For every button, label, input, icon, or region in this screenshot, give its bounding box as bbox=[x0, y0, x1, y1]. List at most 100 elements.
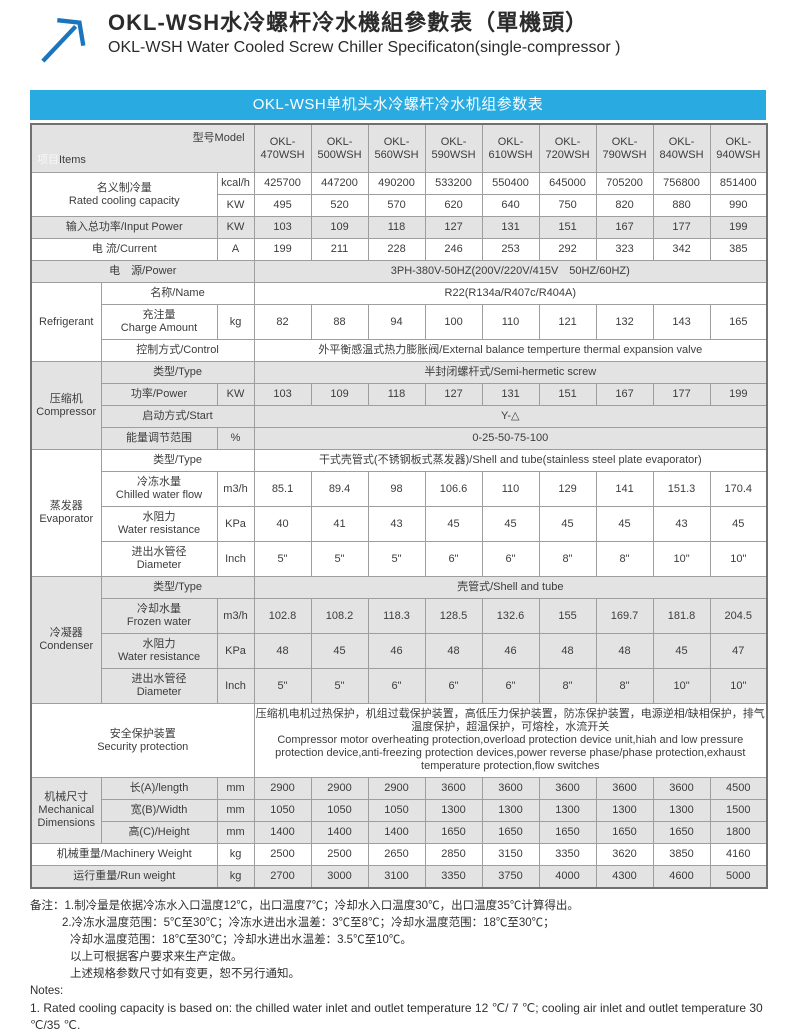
unit-cell: mm bbox=[216, 777, 255, 800]
table-row: 电 源/Power 3PH-380V-50HZ(200V/220V/415V 50… bbox=[30, 260, 768, 283]
page-title: OKL-WSH水冷螺杆冷水機組參數表（單機頭） bbox=[108, 10, 589, 35]
document-header: OKL-WSH水冷螺杆冷水機組參數表（單機頭） OKL-WSH Water Co… bbox=[36, 10, 766, 64]
value-cell: 143 bbox=[652, 304, 711, 340]
table-row: 冷凝器 Condenser 类型/Type 壳管式/Shell and tube bbox=[30, 576, 768, 704]
value-cell: 10" bbox=[652, 541, 711, 577]
span-cell: R22(R134a/R407c/R404A) bbox=[253, 282, 768, 305]
value-cell: 151 bbox=[538, 383, 597, 406]
value-cell: 204.5 bbox=[709, 598, 768, 634]
unit-cell: m3/h bbox=[216, 471, 255, 507]
table-row: 机械尺寸 Mechanical Dimensions 长(A)/length mm 2… bbox=[30, 777, 768, 844]
unit-cell: KW bbox=[216, 216, 255, 239]
span-cell: 外平衡感温式热力膨胀阀/External balance temperture … bbox=[253, 339, 768, 362]
group-label-refrigerant: Refrigerant bbox=[30, 282, 102, 362]
value-cell: 520 bbox=[310, 194, 369, 217]
label-cell: 高(C)/Height bbox=[100, 821, 218, 844]
value-cell: 132 bbox=[595, 304, 654, 340]
value-cell: 2700 bbox=[253, 865, 312, 889]
value-cell: 8" bbox=[538, 668, 597, 704]
value-cell: 151.3 bbox=[652, 471, 711, 507]
span-cell: 干式壳管式(不锈钢板式蒸发器)/Shell and tube(stainless… bbox=[253, 449, 768, 472]
value-cell: 4500 bbox=[709, 777, 768, 800]
value-cell: 199 bbox=[253, 238, 312, 261]
value-cell: 45 bbox=[595, 506, 654, 542]
table-row: 进出水管径 Diameter Inch 5" 5" 6" 6" 6" 8" 8" 10" 10" bbox=[31, 668, 768, 704]
table-row: 水阻力 Water resistance KPa 48 45 46 48 46 48 48 45 4… bbox=[31, 633, 768, 669]
value-cell: 246 bbox=[424, 238, 483, 261]
value-cell: 48 bbox=[424, 633, 483, 669]
value-cell: 165 bbox=[709, 304, 768, 340]
value-cell: 4300 bbox=[595, 865, 654, 889]
value-cell: 2900 bbox=[253, 777, 312, 800]
value-cell: 2900 bbox=[310, 777, 369, 800]
value-cell: 5" bbox=[310, 668, 369, 704]
note-line: 2.冷冻水温度范围：5℃至30℃；冷冻水进出水温差：3℃至8℃；冷却水温度范围：… bbox=[62, 917, 555, 929]
group-label-evaporator: 蒸发器 Evaporator bbox=[30, 449, 102, 577]
value-cell: 103 bbox=[253, 383, 312, 406]
value-cell: 490200 bbox=[367, 172, 426, 195]
table-row: 蒸发器 Evaporator 类型/Type 干式壳管式(不锈钢板式蒸发器)/She… bbox=[30, 449, 768, 577]
value-cell: 6" bbox=[481, 668, 540, 704]
value-cell: 6" bbox=[481, 541, 540, 577]
value-cell: 3600 bbox=[595, 777, 654, 800]
table-row: 运行重量/Run weight kg 2700 3000 3100 3350 3750 400… bbox=[30, 865, 768, 889]
table-row: 充注量 Charge Amount kg 82 88 94 100 110 121 132 143… bbox=[31, 304, 768, 340]
row-label-evap-water-resistance: 水阻力 Water resistance bbox=[100, 506, 218, 542]
value-cell: 45 bbox=[481, 506, 540, 542]
value-cell: 181.8 bbox=[652, 598, 711, 634]
model-label: 型号Model bbox=[192, 132, 245, 144]
unit-cell: kg bbox=[216, 843, 255, 866]
value-cell: 118.3 bbox=[367, 598, 426, 634]
table-row: 冷却水量 Frozen water m3/h 102.8 108.2 118.3 128.… bbox=[31, 598, 768, 634]
row-label-input-power: 输入总功率/Input Power bbox=[30, 216, 218, 239]
value-cell: 131 bbox=[481, 383, 540, 406]
value-cell: 129 bbox=[538, 471, 597, 507]
value-cell: 750 bbox=[538, 194, 597, 217]
value-cell: 3600 bbox=[481, 777, 540, 800]
unit-cell: mm bbox=[216, 799, 255, 822]
value-cell: 640 bbox=[481, 194, 540, 217]
value-cell: 550400 bbox=[481, 172, 540, 195]
label-cell: 类型/Type bbox=[100, 576, 255, 599]
unit-cell: KW bbox=[216, 194, 255, 217]
value-cell: 10" bbox=[652, 668, 711, 704]
value-cell: 5" bbox=[253, 668, 312, 704]
value-cell: 620 bbox=[424, 194, 483, 217]
value-cell: 1400 bbox=[367, 821, 426, 844]
row-label-cond-diameter: 进出水管径 Diameter bbox=[100, 668, 218, 704]
value-cell: 131 bbox=[481, 216, 540, 239]
value-cell: 6" bbox=[367, 668, 426, 704]
value-cell: 127 bbox=[424, 383, 483, 406]
value-cell: 495 bbox=[253, 194, 312, 217]
value-cell: 141 bbox=[595, 471, 654, 507]
value-cell: 6" bbox=[424, 668, 483, 704]
row-label-evap-diameter: 进出水管径 Diameter bbox=[100, 541, 218, 577]
value-cell: 1300 bbox=[481, 799, 540, 822]
value-cell: 89.4 bbox=[310, 471, 369, 507]
label-cell: 类型/Type bbox=[100, 449, 255, 472]
value-cell: 45 bbox=[538, 506, 597, 542]
value-cell: 45 bbox=[424, 506, 483, 542]
value-cell: 46 bbox=[367, 633, 426, 669]
value-cell: 177 bbox=[652, 216, 711, 239]
value-cell: 3620 bbox=[595, 843, 654, 866]
value-cell: 5" bbox=[367, 541, 426, 577]
row-label-start: 启动方式/Start bbox=[100, 405, 255, 428]
note-line: 冷却水温度范围：18℃至30℃；冷却水进出水温差：3.5℃至10℃。 bbox=[70, 934, 412, 946]
value-cell: 1400 bbox=[310, 821, 369, 844]
value-cell: 3600 bbox=[538, 777, 597, 800]
value-cell: 1050 bbox=[310, 799, 369, 822]
value-cell: 1500 bbox=[709, 799, 768, 822]
model-header-cell: OKL- 610WSH bbox=[481, 123, 540, 173]
value-cell: 8" bbox=[595, 541, 654, 577]
value-cell: 48 bbox=[595, 633, 654, 669]
value-cell: 170.4 bbox=[709, 471, 768, 507]
value-cell: 4000 bbox=[538, 865, 597, 889]
table-row: 压缩机 Compressor 类型/Type 半封闭螺杆式/Semi-hermeti… bbox=[30, 361, 768, 450]
value-cell: 3150 bbox=[481, 843, 540, 866]
value-cell: 385 bbox=[709, 238, 768, 261]
table-banner: OKL-WSH单机头水冷螺杆冷水机组参数表 bbox=[30, 90, 766, 120]
table-row: 安全保护装置 Security protection 压缩机电机过热保护，机组过载… bbox=[30, 703, 768, 778]
table-header-row: 项目Items 型号Model OKL- 470WSH OKL- 500WSH OK… bbox=[30, 123, 768, 173]
